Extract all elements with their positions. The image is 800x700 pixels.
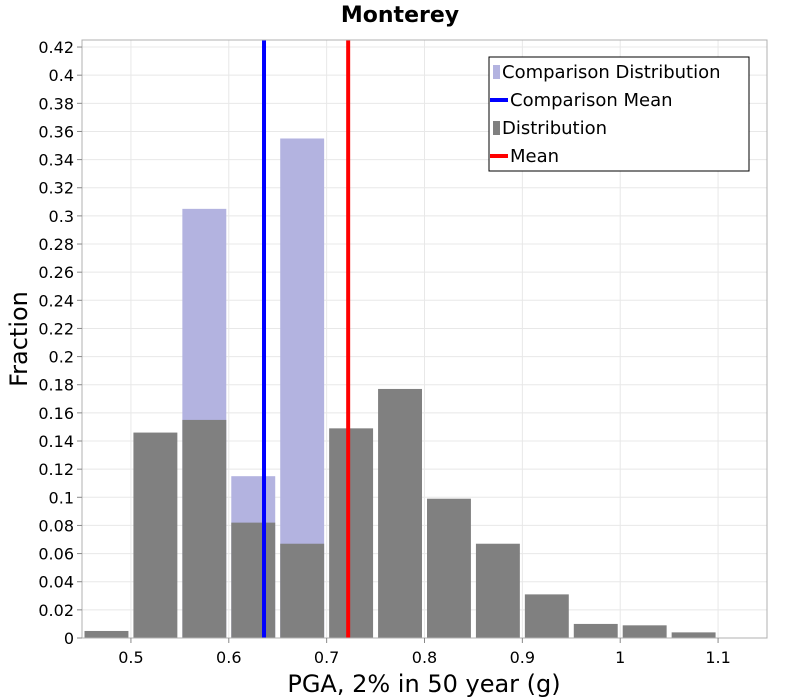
legend-entry: Mean xyxy=(510,146,559,167)
y-tick-label: 0.14 xyxy=(38,432,74,451)
legend-entry: Comparison Distribution xyxy=(502,62,721,83)
x-tick-label: 0.8 xyxy=(412,648,437,667)
distribution-bar xyxy=(622,625,667,638)
x-tick-label: 1 xyxy=(615,648,625,667)
legend-entry: Comparison Mean xyxy=(510,90,673,111)
y-tick-label: 0.22 xyxy=(38,319,74,338)
legend-entry: Distribution xyxy=(502,118,607,139)
y-tick-label: 0.2 xyxy=(49,348,74,367)
distribution-bars xyxy=(84,388,716,638)
y-tick-label: 0.06 xyxy=(38,545,74,564)
distribution-bar xyxy=(524,594,569,638)
legend-swatch xyxy=(493,65,500,79)
x-tick-label: 0.7 xyxy=(314,648,339,667)
y-tick-label: 0.02 xyxy=(38,601,74,620)
distribution-bar xyxy=(671,632,716,638)
x-axis-label: PGA, 2% in 50 year (g) xyxy=(287,670,560,698)
legend-swatch xyxy=(493,121,500,135)
chart-title: Monterey xyxy=(341,3,459,28)
distribution-bar xyxy=(573,623,618,638)
distribution-bar xyxy=(231,522,276,638)
legend-box xyxy=(488,56,750,172)
y-tick-label: 0.16 xyxy=(38,404,74,423)
y-tick-label: 0.42 xyxy=(38,38,74,57)
y-tick-label: 0.24 xyxy=(38,291,74,310)
distribution-bar xyxy=(182,419,227,638)
y-tick-label: 0.4 xyxy=(49,66,74,85)
distribution-bar xyxy=(329,428,374,638)
x-tick-label: 0.9 xyxy=(510,648,535,667)
x-tick-label: 0.6 xyxy=(216,648,241,667)
legend: Comparison Distribution Comparison Mean Di… xyxy=(488,56,750,172)
distribution-bar xyxy=(475,543,520,638)
y-tick-label: 0.3 xyxy=(49,207,74,226)
y-tick-label: 0.32 xyxy=(38,179,74,198)
distribution-bar xyxy=(84,630,129,638)
x-tick-label: 0.5 xyxy=(118,648,143,667)
y-tick-label: 0.36 xyxy=(38,122,74,141)
distribution-bar xyxy=(133,432,178,638)
y-tick-label: 0.26 xyxy=(38,263,74,282)
y-tick-label: 0.12 xyxy=(38,460,74,479)
x-axis-ticks: 0.5 0.6 0.7 0.8 0.9 1 1.1 xyxy=(118,638,731,667)
y-axis-ticks: 0 0.02 0.04 0.06 0.08 0.1 0.12 0.14 0.16 0.18 0.2 0… xyxy=(38,38,82,648)
y-axis-label: Fraction xyxy=(5,291,33,387)
x-tick-label: 1.1 xyxy=(705,648,730,667)
y-tick-label: 0.18 xyxy=(38,376,74,395)
distribution-bar xyxy=(280,543,325,638)
distribution-bar xyxy=(427,498,471,638)
y-tick-label: 0.08 xyxy=(38,516,74,535)
y-tick-label: 0.28 xyxy=(38,235,74,254)
y-tick-label: 0.1 xyxy=(49,488,74,507)
distribution-bar xyxy=(378,388,422,638)
y-tick-label: 0.34 xyxy=(38,151,74,170)
y-tick-label: 0.04 xyxy=(38,573,74,592)
y-tick-label: 0 xyxy=(64,629,74,648)
y-tick-label: 0.38 xyxy=(38,94,74,113)
mean-lines xyxy=(262,40,351,638)
